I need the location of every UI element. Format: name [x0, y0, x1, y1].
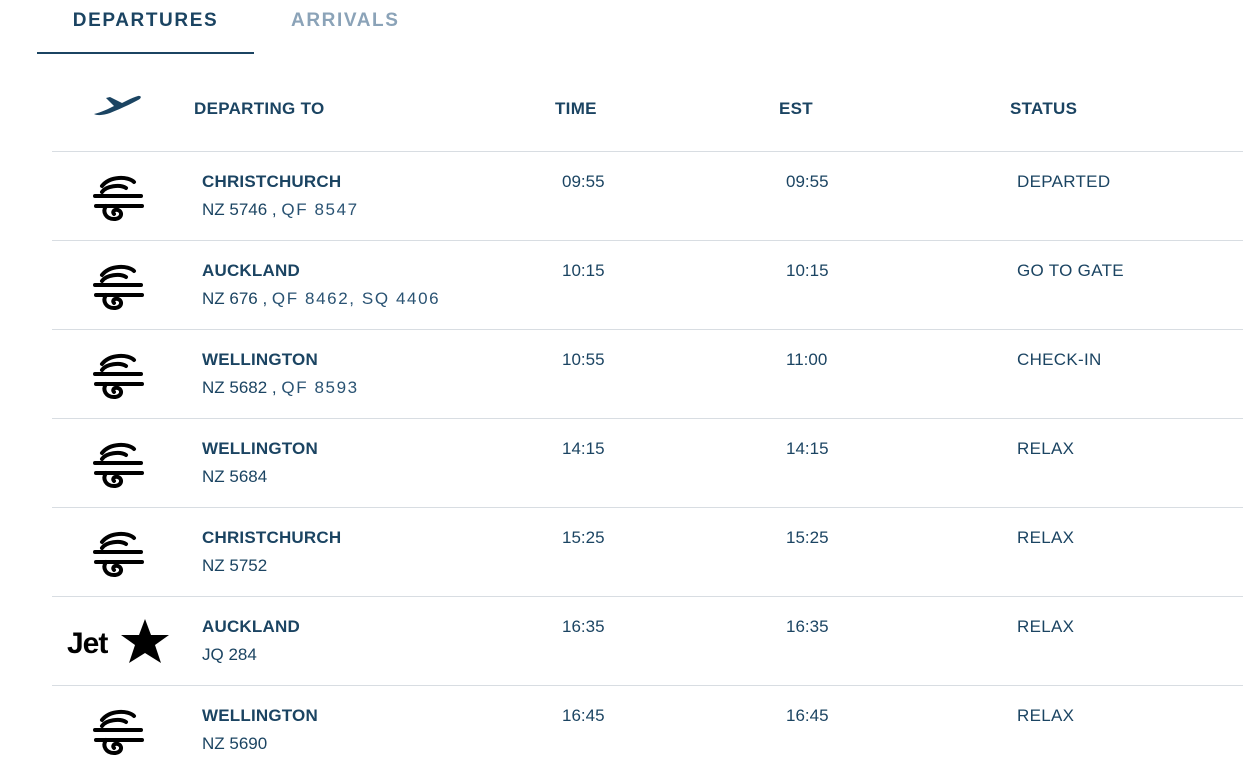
- koru-icon: [93, 709, 144, 756]
- estimated-time: 15:25: [786, 528, 829, 547]
- flight-number: NZ 5746: [202, 200, 268, 219]
- flight-status: RELAX: [1017, 617, 1075, 636]
- destination: WELLINGTON: [202, 706, 318, 725]
- scheduled-time: 10:15: [562, 261, 605, 280]
- destination: CHRISTCHURCH: [202, 172, 342, 191]
- codeshare-separator: ,: [267, 378, 282, 397]
- column-status: STATUS: [1010, 99, 1078, 118]
- column-departing-to: DEPARTING TO: [194, 99, 325, 118]
- table-row[interactable]: CHRISTCHURCH NZ 5746 , QF 8547 09:55 09:55 D…: [52, 152, 1243, 241]
- estimated-time: 10:15: [786, 261, 829, 280]
- flight-numbers: NZ 5752: [202, 556, 267, 576]
- table-row[interactable]: WELLINGTON NZ 5690 16:45 16:45 RELAX: [52, 686, 1243, 774]
- scheduled-time: 14:15: [562, 439, 605, 458]
- flight-status: GO TO GATE: [1017, 261, 1124, 280]
- column-est: EST: [779, 99, 813, 118]
- flight-status: CHECK-IN: [1017, 350, 1102, 369]
- flight-status: RELAX: [1017, 439, 1075, 458]
- flight-status: DEPARTED: [1017, 172, 1111, 191]
- destination: WELLINGTON: [202, 350, 318, 369]
- column-time: TIME: [555, 99, 597, 118]
- estimated-time: 09:55: [786, 172, 829, 191]
- flight-numbers: NZ 5690: [202, 734, 267, 754]
- estimated-time: 16:45: [786, 706, 829, 725]
- flight-numbers: JQ 284: [202, 645, 257, 665]
- table-row[interactable]: WELLINGTON NZ 5682 , QF 8593 10:55 11:00 CHE…: [52, 330, 1243, 419]
- flight-number: NZ 5752: [202, 556, 268, 575]
- flight-tabs: DEPARTURES ARRIVALS: [37, 0, 457, 54]
- codeshare-separator: ,: [257, 289, 272, 308]
- estimated-time: 14:15: [786, 439, 829, 458]
- table-row[interactable]: Jet AUCKLAND JQ 284 16:35 16:35 RELAX: [52, 597, 1243, 686]
- flight-number: JQ 284: [202, 645, 257, 664]
- flight-numbers: NZ 5682 , QF 8593: [202, 378, 359, 398]
- koru-icon: [93, 353, 144, 400]
- scheduled-time: 10:55: [562, 350, 605, 369]
- koru-icon: [93, 531, 144, 578]
- flight-number: NZ 5684: [202, 467, 268, 486]
- flight-status: RELAX: [1017, 706, 1075, 725]
- jetstar-logo-icon: Jet: [67, 619, 169, 663]
- scheduled-time: 16:35: [562, 617, 605, 636]
- table-row[interactable]: WELLINGTON NZ 5684 14:15 14:15 RELAX: [52, 419, 1243, 508]
- flight-numbers: NZ 5684: [202, 467, 267, 487]
- flight-number: NZ 5682: [202, 378, 268, 397]
- flight-number: NZ 5690: [202, 734, 268, 753]
- table-row[interactable]: AUCKLAND NZ 676 , QF 8462, SQ 4406 10:15 10…: [52, 241, 1243, 330]
- destination: CHRISTCHURCH: [202, 528, 342, 547]
- tab-arrivals[interactable]: ARRIVALS: [291, 10, 400, 31]
- svg-text:Jet: Jet: [67, 627, 108, 660]
- destination: AUCKLAND: [202, 617, 300, 636]
- airplane-takeoff-icon: [94, 95, 141, 116]
- table-row[interactable]: CHRISTCHURCH NZ 5752 15:25 15:25 RELAX: [52, 508, 1243, 597]
- destination: AUCKLAND: [202, 261, 300, 280]
- flight-status: RELAX: [1017, 528, 1075, 547]
- codeshare-flights: QF 8593: [281, 378, 359, 397]
- estimated-time: 16:35: [786, 617, 829, 636]
- scheduled-time: 16:45: [562, 706, 605, 725]
- koru-icon: [93, 264, 144, 311]
- table-header: DEPARTING TO TIME EST STATUS: [52, 80, 1243, 152]
- flight-list: CHRISTCHURCH NZ 5746 , QF 8547 09:55 09:55 D…: [52, 152, 1243, 774]
- codeshare-flights: QF 8462, SQ 4406: [271, 289, 441, 308]
- codeshare-separator: ,: [267, 200, 282, 219]
- koru-icon: [93, 442, 144, 489]
- estimated-time: 11:00: [786, 350, 828, 369]
- koru-icon: [93, 175, 144, 222]
- scheduled-time: 15:25: [562, 528, 605, 547]
- codeshare-flights: QF 8547: [281, 200, 359, 219]
- flight-number: NZ 676: [202, 289, 258, 308]
- scheduled-time: 09:55: [562, 172, 605, 191]
- flight-numbers: NZ 676 , QF 8462, SQ 4406: [202, 289, 440, 309]
- tab-departures[interactable]: DEPARTURES: [37, 10, 254, 54]
- destination: WELLINGTON: [202, 439, 318, 458]
- flight-numbers: NZ 5746 , QF 8547: [202, 200, 359, 220]
